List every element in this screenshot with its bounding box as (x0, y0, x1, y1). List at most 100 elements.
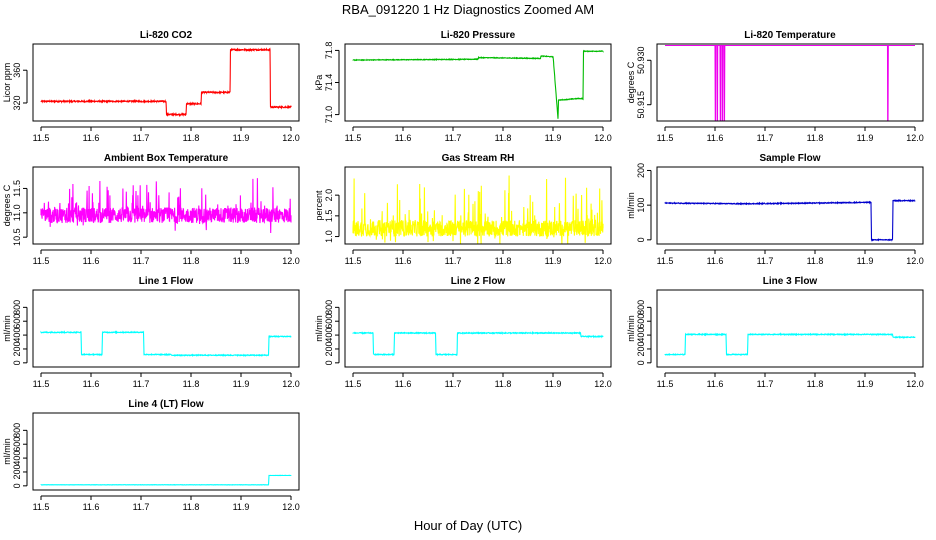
y-tick-label: 800 (12, 423, 22, 438)
data-series (664, 199, 916, 242)
data-series (664, 332, 916, 357)
y-tick-label: 600 (12, 437, 22, 452)
x-tick-label: 11.7 (445, 379, 462, 389)
x-tick-label: 11.8 (183, 256, 200, 266)
x-tick-label: 11.8 (807, 379, 824, 389)
x-tick-label: 11.5 (33, 502, 50, 512)
x-tick-label: 11.7 (445, 256, 462, 266)
x-tick-label: 11.8 (495, 379, 512, 389)
x-tick-label: 11.9 (857, 133, 874, 143)
x-tick-label: 11.7 (133, 133, 150, 143)
x-tick-label: 12.0 (282, 379, 300, 389)
y-tick-label: 71.4 (324, 74, 334, 92)
y-tick-label: 600 (324, 314, 334, 329)
panel-title: Sample Flow (759, 153, 820, 164)
x-tick-label: 11.8 (183, 379, 200, 389)
panel-title: Line 4 (LT) Flow (128, 399, 204, 410)
y-tick-label: 360 (12, 63, 22, 78)
x-tick-label: 11.7 (757, 256, 774, 266)
plot-frame (32, 166, 300, 245)
x-tick-label: 11.5 (33, 379, 50, 389)
panel-line-4-lt-flow: Line 4 (LT) Flow 11.5 11.6 11.7 11.8 11.9 12.0… (2, 399, 300, 512)
panel-title: Li-820 Temperature (744, 30, 836, 41)
data-series (40, 178, 292, 234)
plot-frame (32, 412, 300, 491)
plot-frame (344, 166, 612, 245)
plot-frame (656, 43, 924, 122)
y-axis-label: ml/min (2, 438, 12, 465)
x-tick-label: 12.0 (594, 133, 612, 143)
x-tick-label: 11.5 (657, 133, 674, 143)
y-axis-label: kPa (314, 75, 324, 91)
x-tick-label: 11.6 (395, 379, 412, 389)
y-axis-label: percent (314, 190, 324, 221)
x-tick-label: 11.6 (83, 133, 100, 143)
y-tick-label: 1.0 (324, 230, 334, 243)
panel-ambient-box-temperature: Ambient Box Temperature 11.5 11.6 11.7 11.8 1… (2, 153, 300, 266)
y-tick-label: 10.5 (12, 228, 22, 246)
y-tick-label: 200 (12, 464, 22, 479)
x-tick-label: 11.9 (233, 502, 250, 512)
x-tick-label: 11.8 (807, 133, 824, 143)
x-tick-label: 12.0 (906, 133, 924, 143)
x-tick-label: 11.6 (395, 133, 412, 143)
x-tick-label: 12.0 (906, 256, 924, 266)
y-tick-label: 800 (12, 300, 22, 315)
data-series (352, 49, 604, 119)
x-tick-label: 12.0 (282, 256, 300, 266)
x-tick-label: 11.9 (233, 379, 250, 389)
y-tick-label: 11.0 (12, 204, 22, 221)
x-tick-label: 11.7 (445, 133, 462, 143)
x-tick-label: 11.8 (807, 256, 824, 266)
x-tick-label: 11.8 (183, 502, 200, 512)
y-axis-label: degrees C (626, 61, 636, 103)
panel-line-2-flow: Line 2 Flow 11.5 11.6 11.7 11.8 11.9 12.0 0 2004… (314, 276, 612, 389)
figure-title: RBA_091220 1 Hz Diagnostics Zoomed AM (341, 2, 595, 17)
y-axis-label: ml/min (314, 315, 324, 342)
y-tick-label: 400 (12, 328, 22, 343)
x-tick-label: 11.6 (83, 379, 100, 389)
panel-title: Line 1 Flow (139, 276, 194, 287)
y-tick-label: 200 (324, 341, 334, 356)
panel-title: Gas Stream RH (442, 153, 515, 164)
plot-frame (32, 43, 300, 122)
panel-line-3-flow: Line 3 Flow 11.5 11.6 11.7 11.8 11.9 12.0 0 2004… (626, 276, 924, 389)
y-tick-label: 11.5 (12, 180, 22, 197)
x-tick-label: 11.5 (33, 133, 50, 143)
panel-gas-stream-rh: Gas Stream RH 11.5 11.6 11.7 11.8 11.9 12.0 1.0… (314, 153, 612, 266)
panel-title: Line 2 Flow (451, 276, 506, 287)
data-series (665, 44, 915, 121)
y-tick-label: 2.0 (324, 189, 334, 202)
y-tick-label: 0 (12, 360, 22, 365)
panel-title: Li-820 Pressure (441, 30, 516, 41)
x-tick-label: 11.5 (345, 379, 362, 389)
panel-li-820-co2: Li-820 CO2 11.5 11.6 11.7 11.8 11.9 12.0 320 360… (2, 30, 300, 143)
y-tick-label: 71.8 (324, 42, 334, 60)
y-axis-label: ml/min (2, 315, 12, 342)
panel-sample-flow: Sample Flow 11.5 11.6 11.7 11.8 11.9 12.0 0 100 2… (626, 153, 924, 266)
y-tick-label: 800 (324, 300, 334, 315)
data-series (40, 47, 292, 117)
x-tick-label: 11.6 (83, 256, 100, 266)
x-tick-label: 12.0 (282, 133, 300, 143)
x-tick-label: 12.0 (594, 379, 612, 389)
y-tick-label: 0 (636, 360, 646, 365)
x-tick-label: 11.8 (183, 133, 200, 143)
x-tick-label: 11.7 (133, 256, 150, 266)
x-tick-label: 11.6 (395, 256, 412, 266)
plot-frame (344, 289, 612, 368)
x-tick-label: 11.8 (495, 133, 512, 143)
x-tick-label: 11.9 (233, 133, 250, 143)
x-tick-label: 11.6 (707, 256, 724, 266)
x-tick-label: 11.9 (545, 133, 562, 143)
y-tick-label: 100 (636, 198, 646, 213)
panel-title: Ambient Box Temperature (104, 153, 229, 164)
x-tick-label: 11.6 (83, 502, 100, 512)
x-tick-label: 11.9 (857, 379, 874, 389)
x-tick-label: 11.6 (707, 379, 724, 389)
y-tick-label: 800 (636, 300, 646, 315)
x-tick-label: 11.7 (757, 133, 774, 143)
data-series (40, 330, 292, 358)
